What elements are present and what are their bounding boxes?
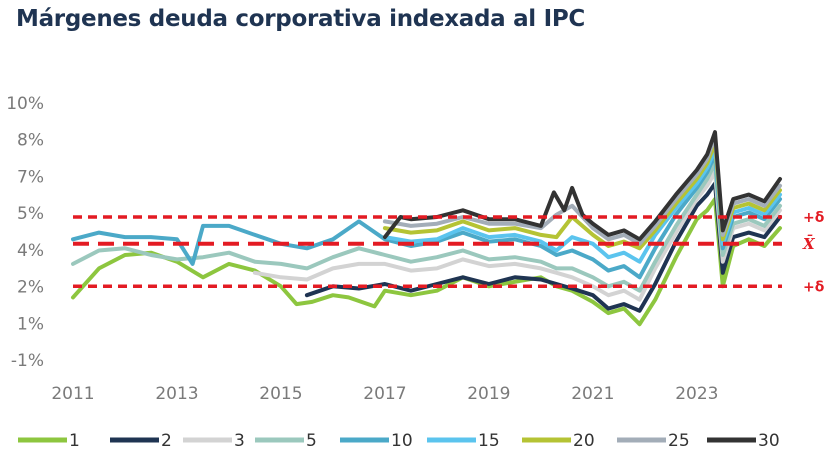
- series-line-1: [71, 197, 782, 327]
- y-tick-label: -1%: [11, 351, 44, 371]
- y-tick-label: 8%: [17, 131, 44, 151]
- x-tick-label: 2015: [259, 384, 302, 404]
- series-line-5: [71, 161, 782, 293]
- reference-label: X̄: [802, 234, 816, 253]
- y-tick-label: 7%: [17, 167, 44, 187]
- reference-label: +δ: [803, 279, 825, 295]
- series-line-30: [382, 130, 782, 242]
- legend-label: 30: [758, 431, 780, 451]
- chart-title: Márgenes deuda corporativa indexada al I…: [16, 6, 585, 32]
- x-tick-label: 2011: [51, 384, 94, 404]
- x-axis-ticks: 2011 2013 2015 2017 2019 2021 2023: [51, 384, 718, 404]
- legend: 1 2 3 5 10 15 20 25 30: [18, 431, 780, 451]
- legend-label: 1: [69, 431, 80, 451]
- x-tick-label: 2013: [155, 384, 198, 404]
- y-tick-label: 2%: [17, 278, 44, 298]
- y-tick-label: 1%: [17, 314, 44, 334]
- legend-label: 3: [234, 431, 245, 451]
- x-tick-label: 2019: [467, 384, 510, 404]
- x-tick-label: 2021: [571, 384, 614, 404]
- y-tick-label: 4%: [17, 241, 44, 261]
- series-lines: [71, 130, 782, 327]
- legend-label: 25: [668, 431, 690, 451]
- legend-label: 15: [478, 431, 500, 451]
- reference-label: +δ: [803, 210, 825, 226]
- reference-lines: +δ X̄ +δ: [73, 210, 825, 295]
- legend-label: 5: [306, 431, 317, 451]
- y-axis-ticks: 10% 8% 7% 5% 4% 2% 1% -1%: [6, 94, 44, 371]
- x-tick-label: 2023: [675, 384, 718, 404]
- y-tick-label: 10%: [6, 94, 44, 114]
- x-tick-label: 2017: [363, 384, 406, 404]
- legend-label: 10: [391, 431, 413, 451]
- legend-label: 20: [573, 431, 595, 451]
- legend-label: 2: [161, 431, 172, 451]
- y-tick-label: 5%: [17, 204, 44, 224]
